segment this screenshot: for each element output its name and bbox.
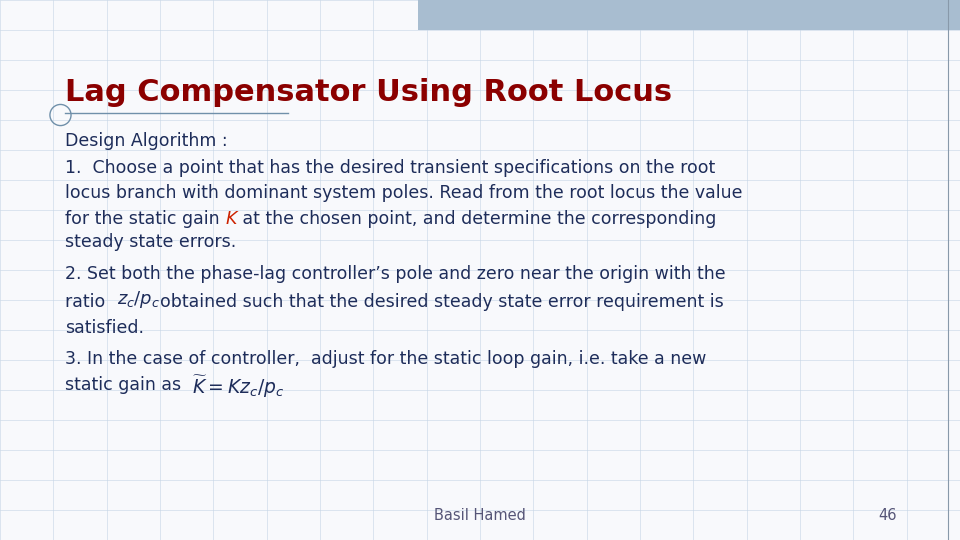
Text: Basil Hamed: Basil Hamed [434,508,526,523]
Text: 46: 46 [878,508,898,523]
Text: Design Algorithm :: Design Algorithm : [65,132,228,150]
Text: Lag Compensator Using Root Locus: Lag Compensator Using Root Locus [65,78,672,107]
Text: ratio: ratio [65,293,116,310]
Text: for the static gain: for the static gain [65,210,226,227]
Text: $\widetilde{K} = Kz_c/p_c$: $\widetilde{K} = Kz_c/p_c$ [192,374,285,400]
Text: 3. In the case of controller,  adjust for the static loop gain, i.e. take a new: 3. In the case of controller, adjust for… [65,350,707,368]
Text: locus branch with dominant system poles. Read from the root locus the value: locus branch with dominant system poles.… [65,184,743,201]
Text: 1.  Choose a point that has the desired transient specifications on the root: 1. Choose a point that has the desired t… [65,159,715,177]
Text: at the chosen point, and determine the corresponding: at the chosen point, and determine the c… [237,210,716,227]
Text: $z_c/p_c$: $z_c/p_c$ [116,289,159,310]
Text: satisfied.: satisfied. [65,319,144,336]
Text: static gain as: static gain as [65,376,192,394]
Bar [418,0,960,30]
Text: obtained such that the desired steady state error requirement is: obtained such that the desired steady st… [159,293,724,310]
Text: K: K [226,210,237,227]
Text: 2. Set both the phase-lag controller’s pole and zero near the origin with the: 2. Set both the phase-lag controller’s p… [65,265,726,282]
Text: steady state errors.: steady state errors. [65,233,236,251]
